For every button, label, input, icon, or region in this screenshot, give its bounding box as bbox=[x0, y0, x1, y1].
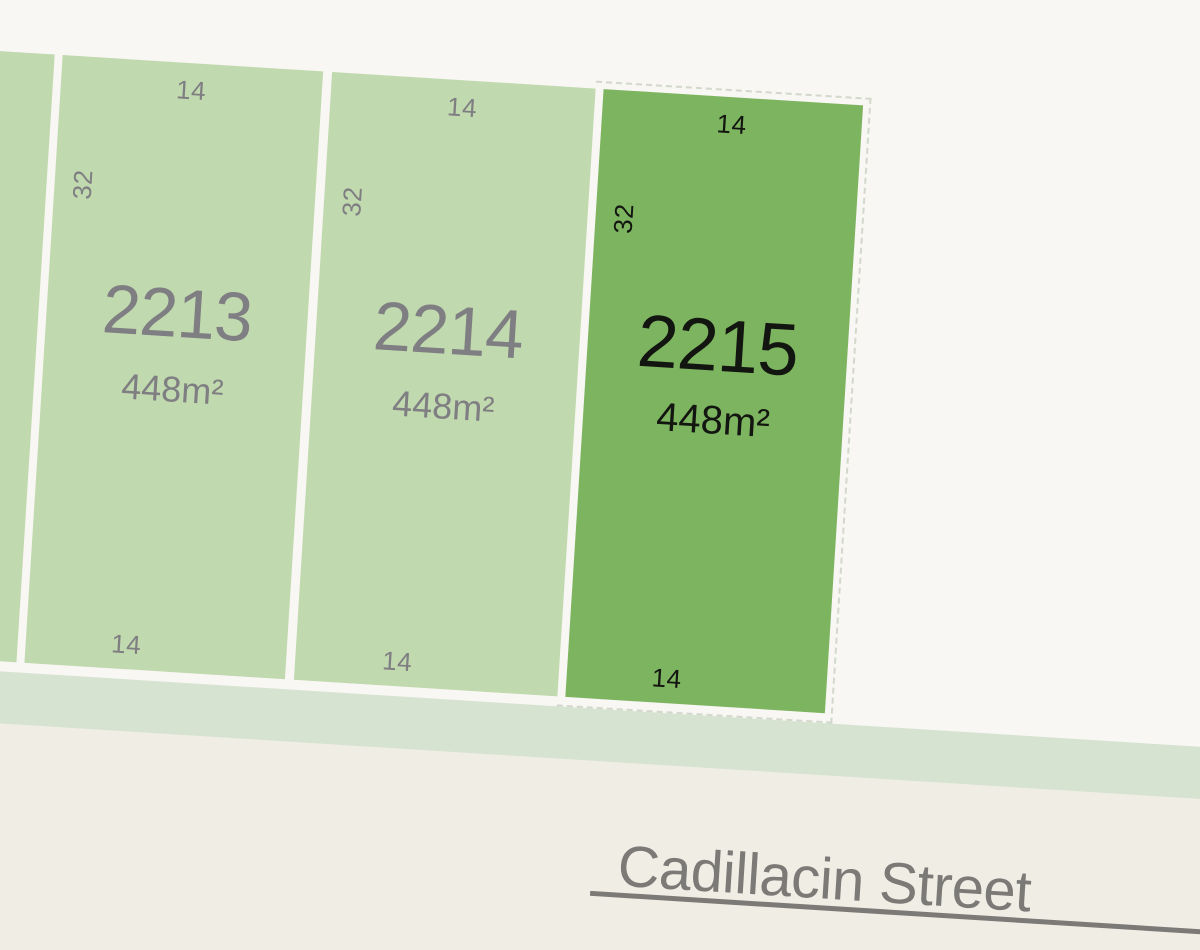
street-name-label: Cadillacin Street bbox=[615, 833, 1033, 925]
lot-2215-number: 2215 bbox=[634, 298, 801, 392]
lot-2215-frontage-top-label: 14 bbox=[715, 108, 748, 141]
lot-2214-area: 448m² bbox=[391, 382, 496, 430]
lot-2213[interactable]: 14 32 2213 448m² 14 bbox=[24, 55, 324, 680]
lot-2214-frontage-bottom-label: 14 bbox=[381, 645, 414, 678]
lot-2213-frontage-bottom-label: 14 bbox=[110, 628, 143, 661]
lot-2215[interactable]: 14 32 2215 448m² 14 bbox=[565, 89, 864, 714]
lot-2213-frontage-top-label: 14 bbox=[175, 74, 208, 107]
lot-2215-depth-label: 32 bbox=[607, 202, 640, 235]
lot-2215-frontage-bottom-label: 14 bbox=[650, 662, 683, 695]
lot-2213-depth-label: 32 bbox=[66, 168, 99, 201]
lot-2214[interactable]: 14 32 2214 448m² 14 bbox=[293, 71, 596, 697]
lot-2213-area: 448m² bbox=[120, 365, 225, 413]
lot-2214-frontage-top-label: 14 bbox=[446, 91, 479, 124]
lot-2214-number: 2214 bbox=[371, 287, 526, 374]
lot-2213-number: 2213 bbox=[100, 270, 255, 357]
lot-2215-area: 448m² bbox=[655, 395, 771, 447]
lot-2214-depth-label: 32 bbox=[336, 185, 368, 218]
